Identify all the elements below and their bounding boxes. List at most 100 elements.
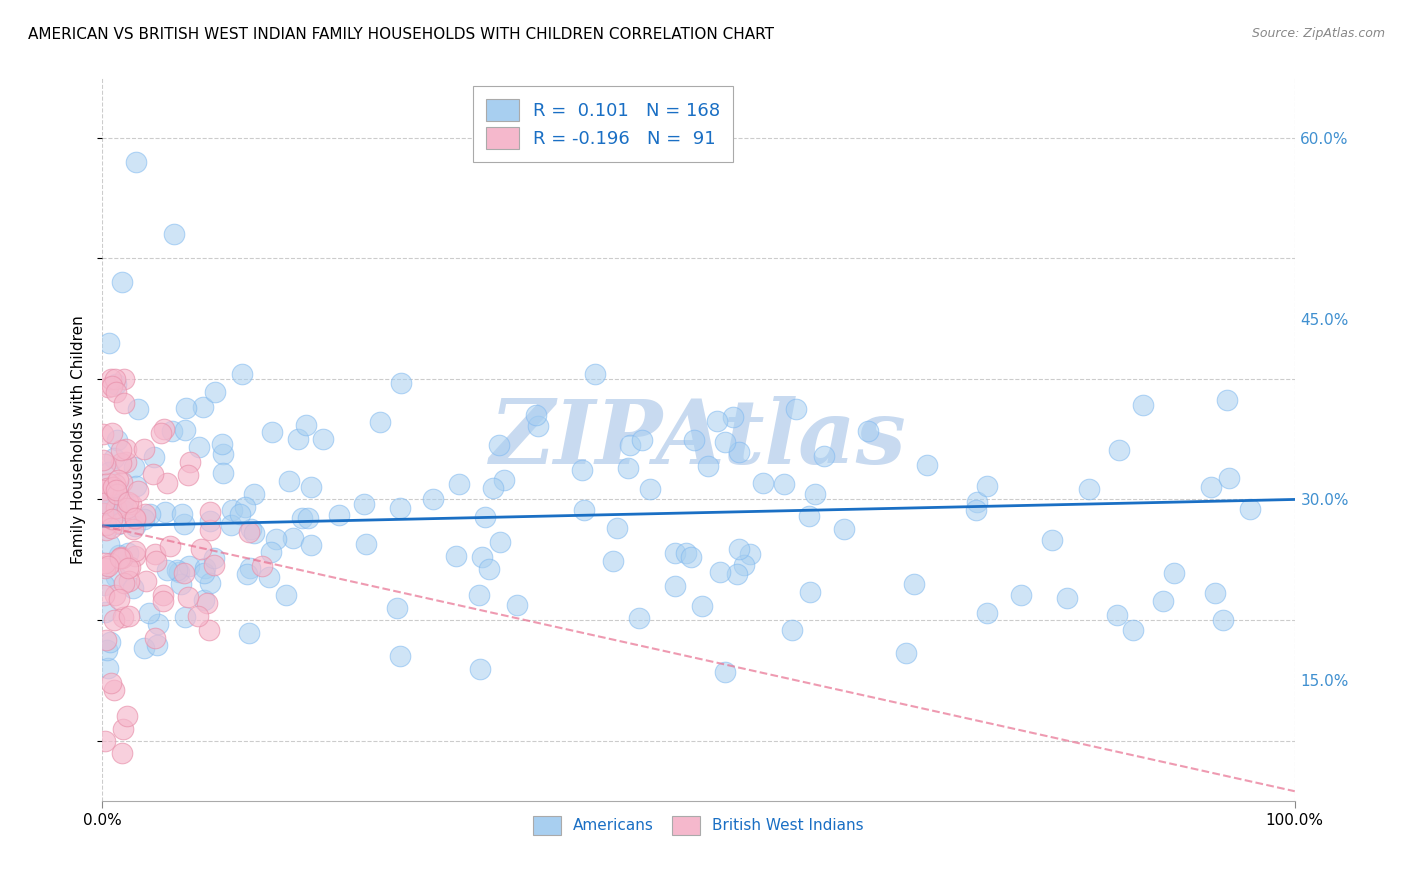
- Point: [260, 545, 283, 559]
- Point: [122, 460, 145, 475]
- Point: [110, 443, 132, 458]
- Point: [97, 465, 120, 479]
- Point: [297, 510, 319, 524]
- Point: [117, 561, 139, 575]
- Point: [477, 562, 499, 576]
- Point: [94, 503, 117, 517]
- Point: [236, 567, 259, 582]
- Point: [690, 599, 713, 614]
- Point: [156, 563, 179, 577]
- Point: [664, 546, 686, 560]
- Point: [204, 384, 226, 399]
- Point: [585, 367, 607, 381]
- Point: [664, 579, 686, 593]
- Point: [100, 521, 122, 535]
- Point: [291, 511, 314, 525]
- Point: [1040, 533, 1063, 547]
- Point: [100, 372, 122, 386]
- Point: [105, 434, 128, 448]
- Point: [681, 550, 703, 565]
- Point: [118, 608, 141, 623]
- Point: [195, 596, 218, 610]
- Point: [111, 746, 134, 760]
- Point: [108, 550, 131, 565]
- Text: AMERICAN VS BRITISH WEST INDIAN FAMILY HOUSEHOLDS WITH CHILDREN CORRELATION CHAR: AMERICAN VS BRITISH WEST INDIAN FAMILY H…: [28, 27, 775, 42]
- Point: [467, 588, 489, 602]
- Point: [976, 606, 998, 620]
- Point: [489, 534, 512, 549]
- Point: [170, 577, 193, 591]
- Point: [93, 588, 115, 602]
- Point: [617, 461, 640, 475]
- Point: [107, 592, 129, 607]
- Point: [118, 559, 141, 574]
- Point: [640, 483, 662, 497]
- Point: [221, 518, 243, 533]
- Point: [202, 558, 225, 572]
- Point: [93, 427, 115, 442]
- Point: [198, 576, 221, 591]
- Point: [772, 476, 794, 491]
- Point: [1010, 588, 1032, 602]
- Point: [353, 497, 375, 511]
- Text: ZIPAtlas: ZIPAtlas: [491, 396, 907, 483]
- Point: [124, 518, 146, 533]
- Point: [150, 426, 173, 441]
- Point: [449, 477, 471, 491]
- Point: [115, 455, 138, 469]
- Point: [894, 646, 917, 660]
- Point: [368, 415, 391, 429]
- Point: [354, 537, 377, 551]
- Point: [97, 661, 120, 675]
- Point: [174, 609, 197, 624]
- Point: [111, 722, 134, 736]
- Point: [1204, 586, 1226, 600]
- Point: [135, 574, 157, 589]
- Point: [94, 518, 117, 533]
- Point: [111, 276, 134, 290]
- Legend: Americans, British West Indians: Americans, British West Indians: [524, 807, 873, 844]
- Point: [1212, 613, 1234, 627]
- Point: [1152, 594, 1174, 608]
- Point: [111, 609, 134, 624]
- Point: [110, 475, 132, 489]
- Point: [104, 372, 127, 386]
- Point: [799, 584, 821, 599]
- Point: [124, 549, 146, 563]
- Point: [264, 532, 287, 546]
- Point: [1216, 393, 1239, 408]
- Point: [287, 432, 309, 446]
- Point: [631, 433, 654, 447]
- Point: [97, 476, 120, 491]
- Point: [675, 546, 697, 560]
- Point: [93, 506, 115, 520]
- Point: [153, 422, 176, 436]
- Point: [96, 481, 118, 495]
- Point: [1199, 479, 1222, 493]
- Point: [100, 676, 122, 690]
- Point: [706, 414, 728, 428]
- Point: [474, 509, 496, 524]
- Point: [446, 549, 468, 563]
- Point: [94, 523, 117, 537]
- Point: [193, 566, 215, 581]
- Point: [202, 551, 225, 566]
- Point: [193, 593, 215, 607]
- Point: [243, 487, 266, 501]
- Point: [312, 432, 335, 446]
- Point: [97, 558, 120, 573]
- Point: [173, 516, 195, 531]
- Point: [238, 524, 260, 539]
- Point: [728, 541, 751, 556]
- Point: [239, 561, 262, 575]
- Point: [115, 442, 138, 456]
- Point: [229, 507, 252, 521]
- Point: [1107, 607, 1129, 622]
- Point: [112, 372, 135, 386]
- Point: [143, 547, 166, 561]
- Point: [238, 626, 260, 640]
- Point: [527, 419, 550, 434]
- Point: [1056, 591, 1078, 605]
- Point: [121, 581, 143, 595]
- Point: [100, 482, 122, 496]
